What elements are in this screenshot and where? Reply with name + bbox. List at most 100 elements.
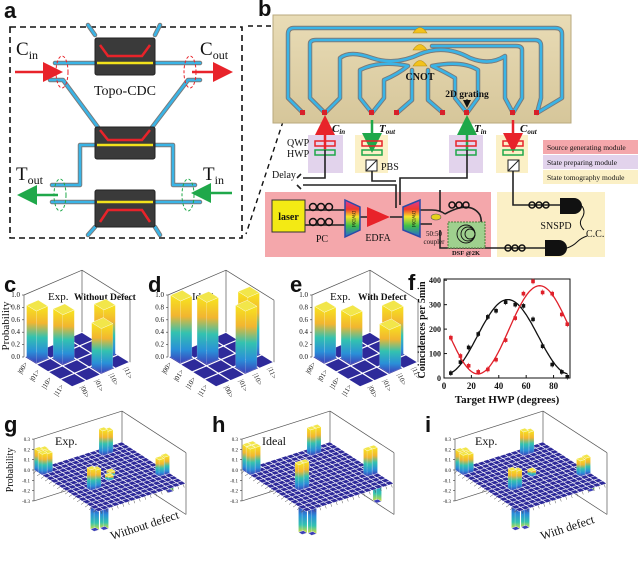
floor-tile xyxy=(506,491,515,495)
z-tick-label: -0.3 xyxy=(230,500,238,505)
data-point xyxy=(449,335,453,340)
floor-tile xyxy=(74,467,83,472)
floor-tile xyxy=(565,491,574,496)
bar xyxy=(26,299,49,364)
floor-tile xyxy=(119,464,128,469)
floor-tile xyxy=(521,490,530,494)
floor-tile xyxy=(308,463,317,467)
floor-tile xyxy=(66,462,75,467)
floor-tile xyxy=(311,497,320,501)
col-tick xyxy=(571,494,573,499)
floor-tile xyxy=(105,504,114,508)
floor-tile xyxy=(78,497,87,501)
floor-tile xyxy=(483,459,492,464)
bar-side-face xyxy=(242,443,247,473)
floor-tile xyxy=(131,457,140,461)
floor-tile xyxy=(256,472,265,476)
data-point xyxy=(494,308,498,313)
floor-tile xyxy=(549,481,558,486)
y-tick-label: 100 xyxy=(429,350,441,359)
floor-tile xyxy=(545,463,554,467)
grating-couplers xyxy=(300,110,539,115)
floor-tile xyxy=(337,492,346,497)
floor-tile xyxy=(284,490,293,494)
floor-tile xyxy=(283,463,292,467)
coupling-region-marker xyxy=(55,55,69,89)
bar-front-face xyxy=(579,459,586,477)
floor-tile xyxy=(130,461,139,466)
floor-tile xyxy=(159,475,168,479)
bar-top-face xyxy=(520,525,530,530)
bar-top-face xyxy=(104,472,114,478)
col-tick xyxy=(565,496,567,500)
floor-tile xyxy=(121,487,130,492)
floor-tile xyxy=(538,484,547,489)
fiber-coil-icon xyxy=(528,201,550,209)
col-tick xyxy=(380,487,382,492)
floor-tile xyxy=(165,473,174,478)
col-tick-label: |01> xyxy=(237,378,249,393)
bar-front-face xyxy=(36,305,48,364)
floor-tile xyxy=(575,477,584,481)
floor-tile xyxy=(278,492,287,496)
floor-tile xyxy=(311,481,320,486)
axis-wall-line xyxy=(369,269,419,301)
bar-side-face xyxy=(38,451,43,476)
floor-tile xyxy=(302,507,311,512)
bar xyxy=(235,300,258,374)
floor-tile xyxy=(76,490,85,494)
floor-tile xyxy=(330,498,339,503)
row-tick xyxy=(32,471,37,474)
bar-side-face xyxy=(576,458,581,477)
floor-tile xyxy=(129,450,138,454)
col-tick xyxy=(314,508,316,513)
row-tick-label: |01> xyxy=(172,368,185,383)
z-tick-label: -0.3 xyxy=(22,500,30,505)
floor-tile xyxy=(333,474,342,479)
col-tick xyxy=(560,498,562,502)
floor-tile xyxy=(125,490,134,494)
bar3d-plot: 0.3 0.2 0.1 0.0 -0.1 -0.2 -0.3 xyxy=(443,410,608,531)
col-tick-label: |11> xyxy=(122,366,134,380)
port-label-t-out: Tout xyxy=(379,123,396,136)
col-tick xyxy=(155,493,157,497)
row-tick xyxy=(272,491,277,495)
floor-tile xyxy=(293,491,302,495)
floor-tile xyxy=(579,479,588,484)
floor-tile xyxy=(96,503,105,507)
floor-tile xyxy=(538,442,547,446)
floor-tile xyxy=(489,485,498,489)
bar-top-face xyxy=(170,289,193,302)
topo-cdc-chip-bottom xyxy=(94,189,156,228)
floor-tile xyxy=(86,459,95,464)
floor-tile xyxy=(297,493,306,498)
floor-tile xyxy=(584,477,593,482)
floor-tile xyxy=(484,471,493,475)
col-tick xyxy=(319,507,321,511)
floor-tile xyxy=(67,473,76,478)
row-tick-label: |10> xyxy=(40,376,53,391)
laser-label: laser xyxy=(278,212,299,223)
floor-tile xyxy=(535,493,544,498)
floor-tile xyxy=(89,493,98,498)
bar-top-face xyxy=(90,527,100,532)
floor-tile xyxy=(66,489,75,494)
data-point xyxy=(531,317,535,322)
floor-tile xyxy=(81,461,90,466)
floor-tile xyxy=(143,480,152,485)
panel-tag: Ideal xyxy=(262,434,287,448)
laser xyxy=(271,199,306,233)
floor-tile xyxy=(307,494,316,499)
floor-tile xyxy=(292,452,301,457)
floor-tile xyxy=(282,467,291,472)
floor-tile xyxy=(281,456,290,460)
floor-tile xyxy=(274,462,283,467)
floor-tile xyxy=(101,458,110,463)
floor-tile xyxy=(331,494,340,499)
floor-tile xyxy=(556,459,565,464)
edfa-label: EDFA xyxy=(365,233,391,244)
floor-tile xyxy=(169,476,178,480)
floor-tile xyxy=(285,485,294,490)
z-tick-label: -0.1 xyxy=(230,479,238,484)
floor-tile xyxy=(138,493,147,498)
